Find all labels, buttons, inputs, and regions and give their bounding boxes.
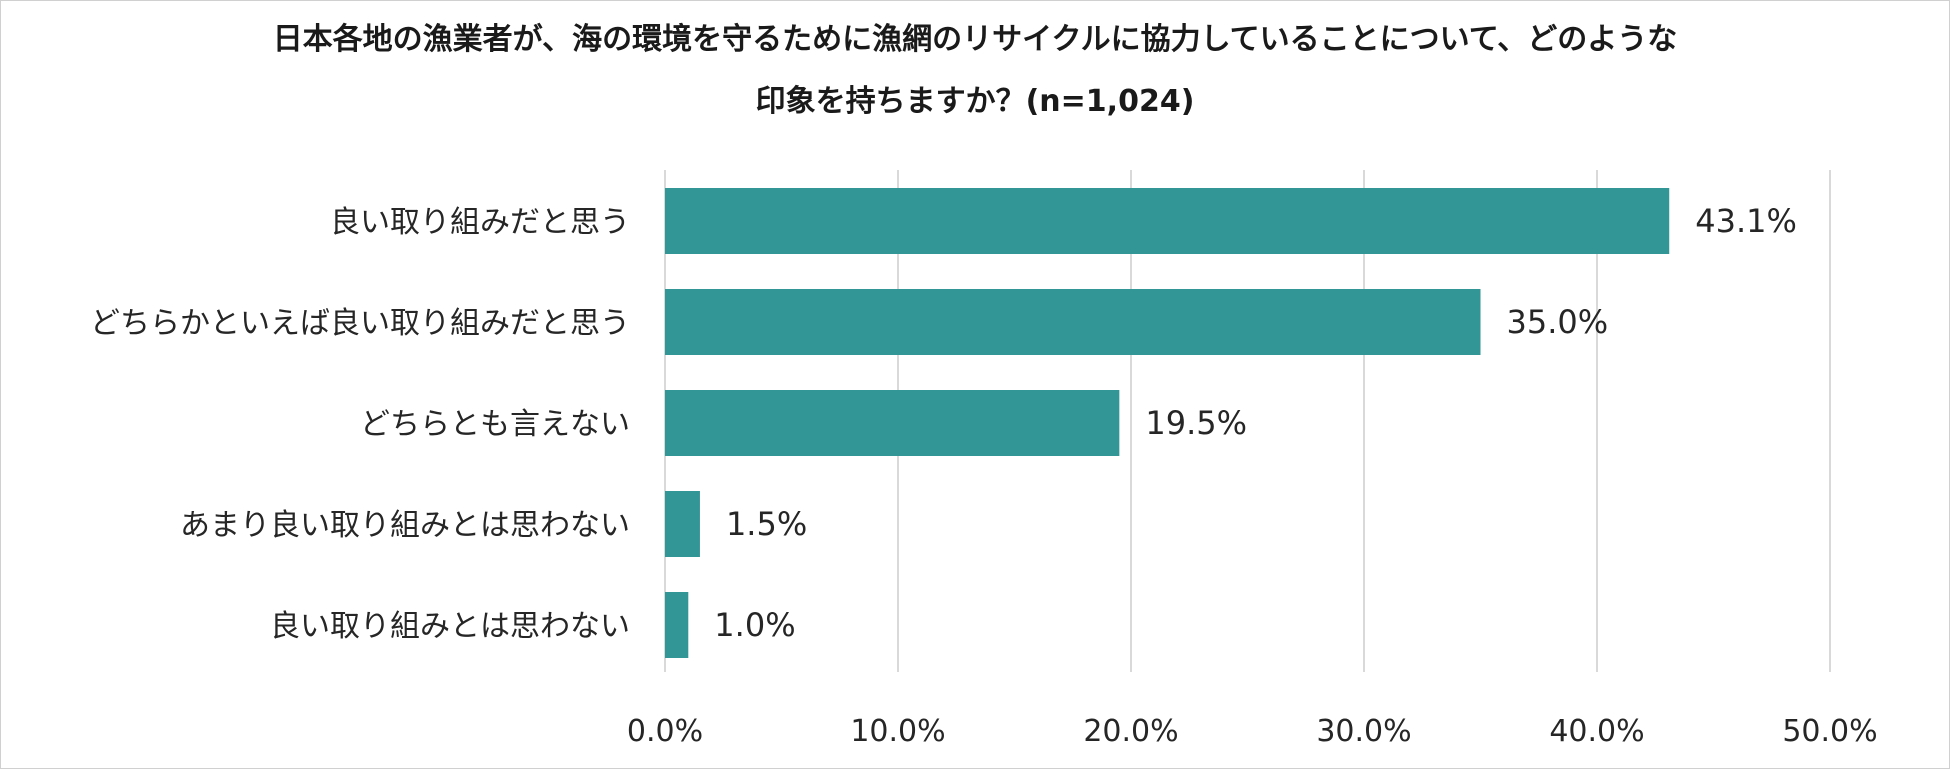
value-labels: 43.1% 35.0% 19.5% 1.5% 1.0% <box>714 202 1797 644</box>
value-label: 43.1% <box>1695 202 1797 240</box>
category-label: どちらかといえば良い取り組みだと思う <box>90 306 630 341</box>
x-tick-label: 40.0% <box>1549 714 1644 749</box>
category-label: 良い取り組みだと思う <box>330 205 630 240</box>
category-label: 良い取り組みとは思わない <box>270 609 630 644</box>
x-tick-label: 50.0% <box>1782 714 1877 749</box>
value-label: 35.0% <box>1507 303 1609 341</box>
value-label: 19.5% <box>1145 404 1247 442</box>
bar <box>665 289 1481 355</box>
x-tick-label: 20.0% <box>1083 714 1178 749</box>
value-label: 1.5% <box>726 505 807 543</box>
bar <box>665 592 689 658</box>
bar <box>665 390 1120 456</box>
x-tick-label: 30.0% <box>1316 714 1411 749</box>
chart-title-line-1: 日本各地の漁業者が、海の環境を守るために漁網のリサイクルに協力していることについ… <box>272 22 1678 57</box>
category-labels: 良い取り組みだと思うどちらかといえば良い取り組みだと思うどちらとも言えないあまり… <box>90 205 630 644</box>
category-label: あまり良い取り組みとは思わない <box>180 508 630 543</box>
value-label: 1.0% <box>714 606 795 644</box>
chart-title-line-2: 印象を持ちますか？(n=1,024) <box>755 84 1195 119</box>
bars <box>665 188 1670 658</box>
x-tick-label: 10.0% <box>850 714 945 749</box>
x-axis-tick-labels: 0.0% 10.0% 20.0% 30.0% 40.0% 50.0% <box>627 714 1878 749</box>
bar <box>665 188 1670 254</box>
bar <box>665 491 700 557</box>
category-label: どちらとも言えない <box>360 407 630 442</box>
x-tick-label: 0.0% <box>627 714 703 749</box>
